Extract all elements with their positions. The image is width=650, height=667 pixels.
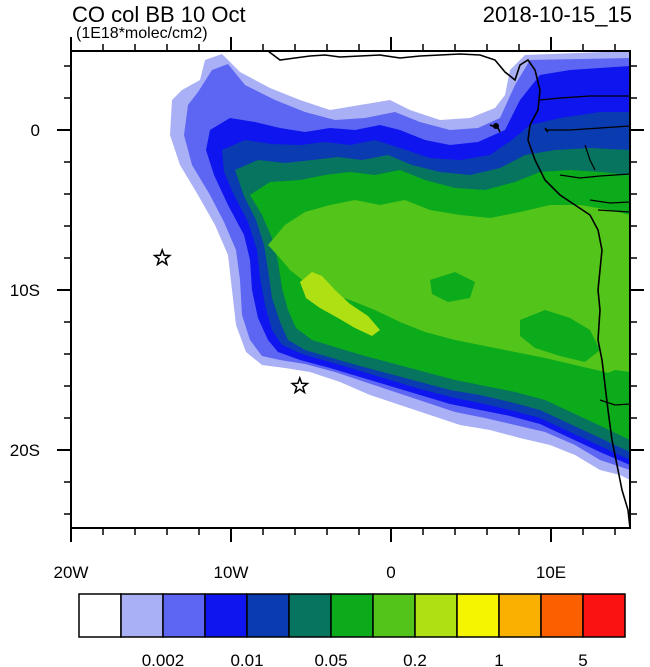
station-star-south-icon [290,375,310,395]
colorbar-swatch [288,593,332,638]
contour-patch-green-2 [430,272,475,302]
colorbar-label: 0.2 [403,651,427,667]
colorbar-swatch [78,593,122,638]
map-title: CO col BB 10 Oct [72,2,246,27]
x-tick-label-0: 0 [386,563,395,582]
colorbar-swatch [456,593,500,638]
units-label: (1E18*molec/cm2) [76,25,208,42]
colorbar-swatch [204,593,248,638]
x-tick-label-20w: 20W [54,563,89,582]
island-bioko [493,123,499,129]
major-ticks [57,37,644,542]
minor-ticks [64,44,637,535]
y-tick-label-10s: 10S [10,281,40,300]
station-markers [152,247,310,395]
station-star-north-icon [152,247,172,267]
colorbar-swatch [120,593,164,638]
colorbar-swatch [372,593,416,638]
x-tick-label-10w: 10W [214,563,249,582]
colorbar-swatch [414,593,458,638]
y-tick-label-0: 0 [31,121,40,140]
co-column-field [71,51,630,528]
y-tick-label-20s: 20S [10,441,40,460]
x-tick-label-10e: 10E [536,563,566,582]
country-borders [539,95,630,406]
timestamp-label: 2018-10-15_15 [482,2,632,27]
contour-band-0.5 [300,272,380,336]
contour-patch-green-1 [520,310,600,362]
colorbar-label: 0.002 [142,651,185,667]
colorbar: 0.002 0.01 0.05 0.2 1 5 [78,593,626,667]
colorbar-swatch [162,593,206,638]
colorbar-label: 5 [578,651,587,667]
colorbar-swatch [330,593,374,638]
colorbar-swatch [246,593,290,638]
colorbar-label: 0.05 [314,651,347,667]
colorbar-label: 0.01 [230,651,263,667]
colorbar-label: 1 [494,651,503,667]
colorbar-swatch [582,593,626,638]
colorbar-swatch [540,593,584,638]
colorbar-swatch [498,593,542,638]
